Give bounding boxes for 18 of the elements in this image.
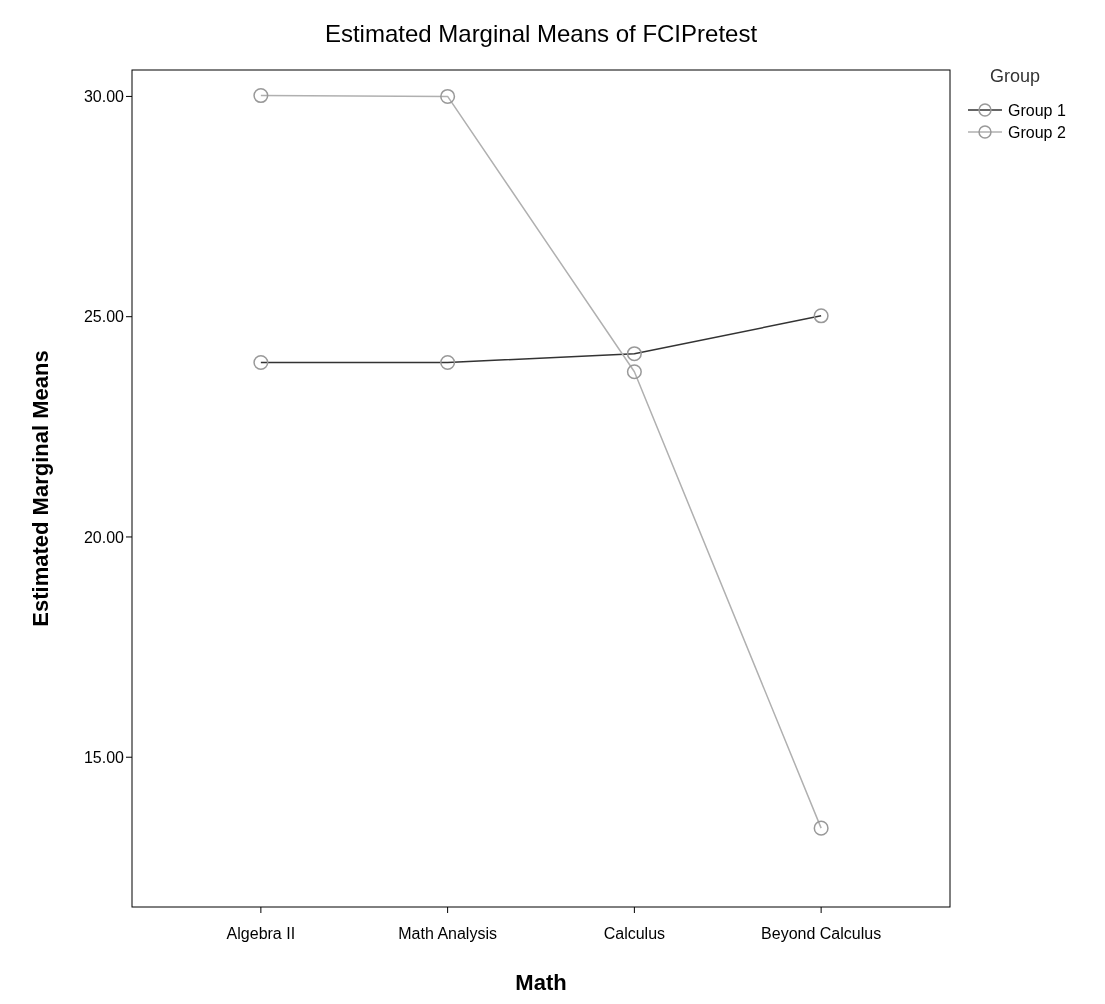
x-axis-title: Math [515,970,567,995]
y-tick-label: 15.00 [83,748,125,766]
legend-label: Group 1 [1008,101,1066,119]
y-tick-label: 20.00 [83,528,125,546]
y-axis-title: Estimated Marginal Means [28,350,53,627]
legend-title: Group [990,66,1041,86]
point [813,820,829,836]
y-tick-label: 30.00 [83,88,125,106]
legend-label: Group 2 [1008,123,1066,141]
x-tick-label: Beyond Calculus [761,925,882,942]
point [626,364,642,380]
x-tick-label: Algebra II [226,925,296,942]
x-tick-label: Calculus [603,925,666,942]
chart-title: Estimated Marginal Means of FCIPretest [324,20,758,47]
x-tick-label: Math Analysis [398,925,497,942]
point [253,88,269,104]
y-tick-label: 25.00 [83,308,125,326]
point [440,88,456,104]
